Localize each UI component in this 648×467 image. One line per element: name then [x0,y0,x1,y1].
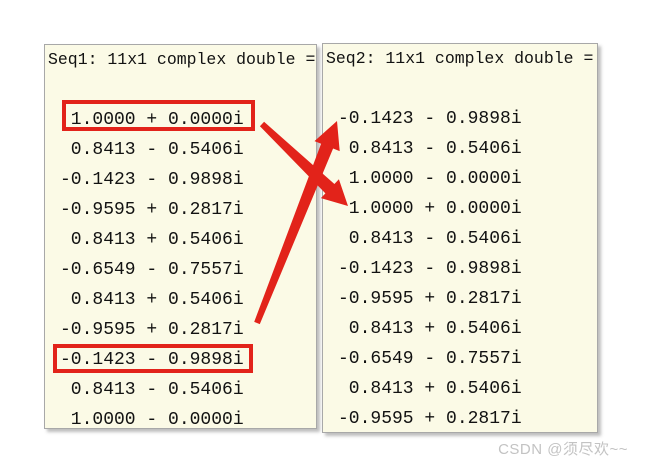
seq2-row-2: 0.8413 - 0.5406i [338,139,522,159]
seq2-row-8: 0.8413 + 0.5406i [338,319,522,339]
highlight-box-seq1-row-1 [62,100,255,131]
seq1-header: Seq1: 11x1 complex double = [48,50,316,69]
seq2-row-4: 1.0000 + 0.0000i [338,199,522,219]
seq2-row-9: -0.6549 - 0.7557i [338,349,522,369]
seq2-row-5: 0.8413 - 0.5406i [338,229,522,249]
seq2-rows: -0.1423 - 0.9898i 0.8413 - 0.5406i 1.000… [323,104,597,432]
seq2-row-10: 0.8413 + 0.5406i [338,379,522,399]
seq1-row-2: 0.8413 - 0.5406i [60,140,244,160]
seq2-row-7: -0.9595 + 0.2817i [338,289,522,309]
seq1-row-4: -0.9595 + 0.2817i [60,200,244,220]
panel-seq2: Seq2: 11x1 complex double = -0.1423 - 0.… [322,43,598,433]
seq1-row-1: 1.0000 + 0.0000i [60,110,244,130]
csdn-watermark: CSDN @须尽欢~~ [498,441,628,458]
highlight-box-seq1-row-9 [53,344,253,373]
seq2-row-1: -0.1423 - 0.9898i [338,109,522,129]
seq2-row-3: 1.0000 - 0.0000i [338,169,522,189]
seq1-row-3: -0.1423 - 0.9898i [60,170,244,190]
seq1-row-10: 0.8413 - 0.5406i [60,380,244,400]
seq1-row-5: 0.8413 + 0.5406i [60,230,244,250]
seq2-header: Seq2: 11x1 complex double = [326,49,594,68]
seq1-row-9: -0.1423 - 0.9898i [60,350,244,370]
seq1-row-6: -0.6549 - 0.7557i [60,260,244,280]
seq2-row-11: -0.9595 + 0.2817i [338,409,522,429]
seq1-row-11: 1.0000 - 0.0000i [60,410,244,429]
seq1-row-8: -0.9595 + 0.2817i [60,320,244,340]
seq2-row-6: -0.1423 - 0.9898i [338,259,522,279]
seq1-row-7: 0.8413 + 0.5406i [60,290,244,310]
seq1-rows: 1.0000 + 0.0000i 0.8413 - 0.5406i -0.142… [45,105,316,429]
